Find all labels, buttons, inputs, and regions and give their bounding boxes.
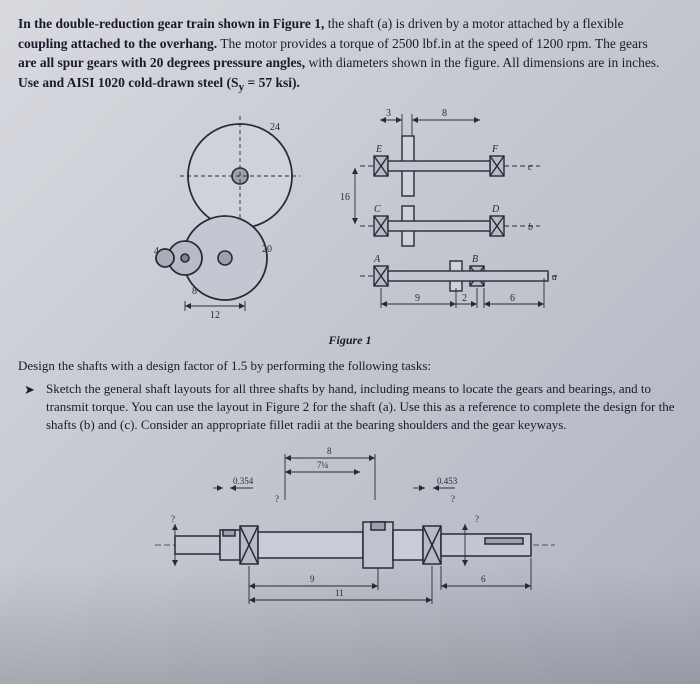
f2-dim-9: 9: [310, 574, 315, 584]
figure-1: 24 20 8 4 12 3 8: [18, 106, 682, 348]
header-text-2: The motor provides a torque of 2500 lbf.…: [217, 36, 648, 51]
task-text: Sketch the general shaft layouts for all…: [46, 381, 675, 432]
f2-q2: ?: [275, 494, 279, 504]
label-D: D: [491, 204, 500, 215]
dim-2: 2: [462, 293, 467, 304]
header-bold-3: are all spur gears with 20 degrees press…: [18, 55, 305, 70]
f2-0354: 0.354: [233, 476, 254, 486]
f2-0453: 0.453: [437, 476, 458, 486]
header-bold-1: In the double-reduction gear train shown…: [18, 16, 324, 31]
label-8: 8: [192, 286, 197, 297]
figure-1-caption: Figure 1: [18, 333, 682, 348]
label-a: a: [552, 272, 557, 283]
header-text-1: the shaft (a) is driven by a motor attac…: [324, 16, 623, 31]
label-c: c: [528, 162, 533, 173]
label-b: b: [528, 222, 533, 233]
label-16: 16: [340, 192, 350, 203]
f2-dim-7q: 7¼: [317, 460, 329, 470]
label-20: 20: [262, 244, 272, 255]
f2-dim-6: 6: [481, 574, 486, 584]
header-bold-4: Use and AISI 1020 cold-drawn steel (Sy =…: [18, 75, 300, 90]
label-B: B: [472, 254, 478, 265]
dim-3: 3: [386, 108, 391, 119]
f2-dim-11: 11: [335, 588, 344, 598]
label-C: C: [374, 204, 381, 215]
task-intro: Design the shafts with a design factor o…: [18, 358, 682, 374]
problem-statement: In the double-reduction gear train shown…: [18, 14, 682, 96]
label-E: E: [375, 144, 382, 155]
header-bold-2: coupling attached to the overhang.: [18, 36, 217, 51]
figure-2: 8 7¼ 0.354 0.453: [18, 440, 682, 615]
f2-q4: ?: [475, 514, 479, 524]
bullet-arrow-icon: ➤: [24, 381, 35, 399]
dim-6: 6: [510, 293, 515, 304]
label-12: 12: [210, 310, 220, 321]
task-item: ➤ Sketch the general shaft layouts for a…: [18, 380, 682, 435]
dim-8t: 8: [442, 108, 447, 119]
f2-q3: ?: [451, 494, 455, 504]
label-F: F: [491, 144, 499, 155]
f2-q1: ?: [171, 514, 175, 524]
f2-dim-8: 8: [327, 446, 332, 456]
label-4: 4: [154, 246, 159, 257]
label-A: A: [373, 254, 381, 265]
header-text-3: with diameters shown in the figure. All …: [305, 55, 659, 70]
label-24: 24: [270, 122, 280, 133]
dim-9: 9: [415, 293, 420, 304]
